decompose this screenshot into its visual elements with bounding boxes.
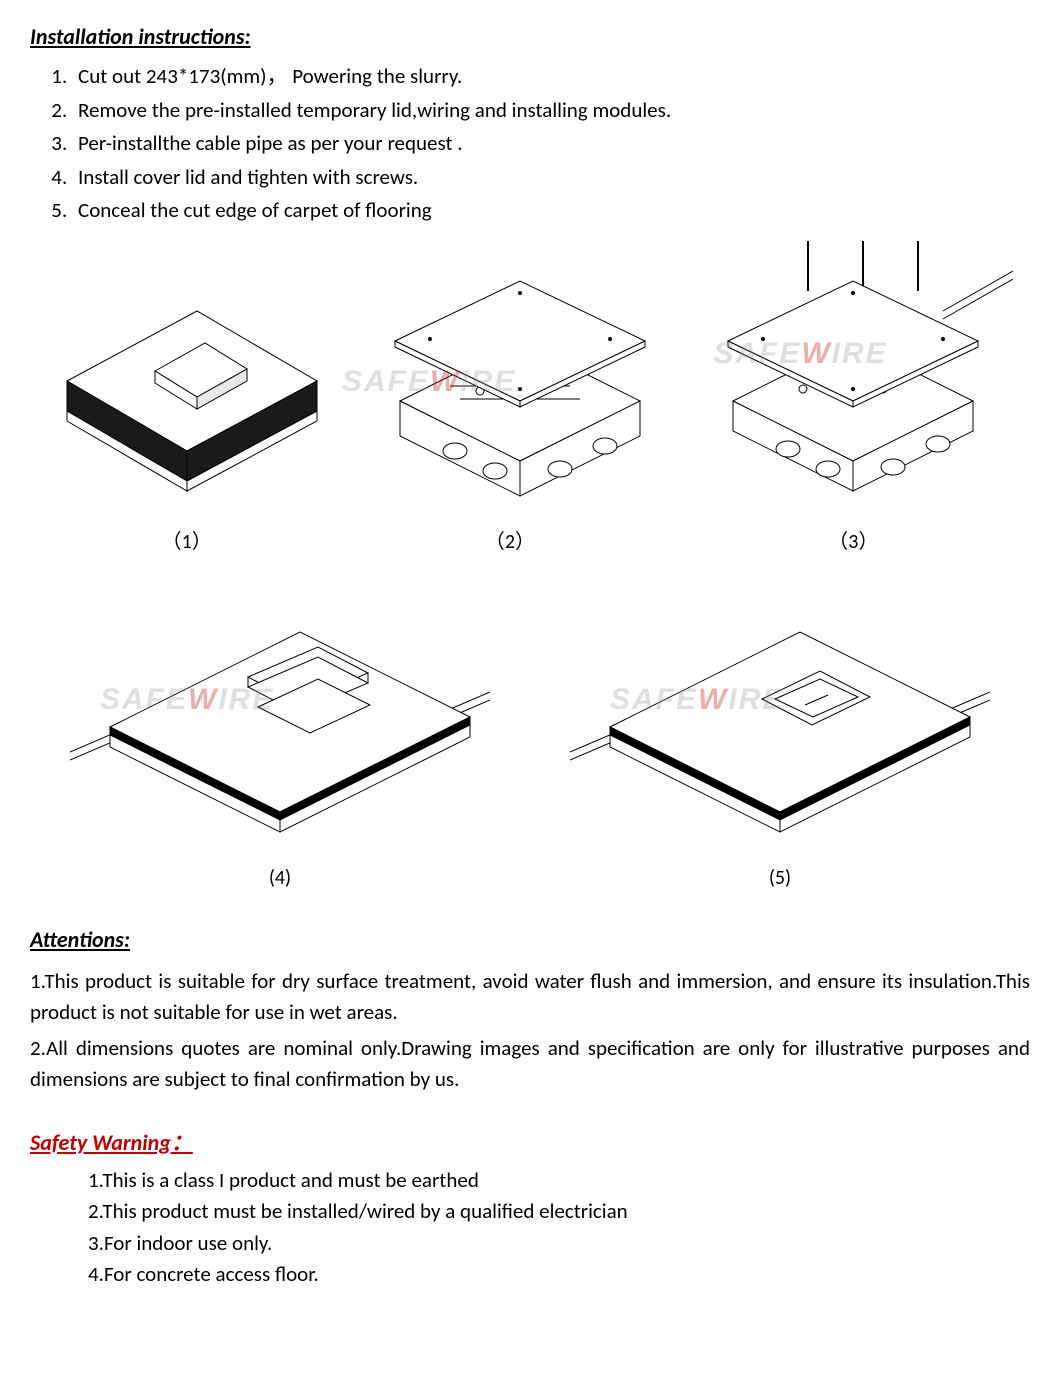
figure-row-1: （1） SAFEWIRE	[30, 241, 1030, 557]
figure-2-label: （2）	[485, 527, 535, 557]
figure-4-label: (4)	[269, 863, 291, 893]
figure-2-svg	[360, 271, 660, 501]
install-step: Cut out 243*173(mm)， Powering the slurry…	[72, 61, 1030, 93]
safety-item: 4.For concrete access floor.	[88, 1259, 1030, 1291]
figure-1: （1）	[47, 281, 327, 557]
figure-1-label: （1）	[162, 527, 212, 557]
safety-list: 1.This is a class I product and must be …	[88, 1165, 1030, 1291]
attentions-heading: Attentions:	[30, 923, 1030, 956]
figure-5-svg	[570, 607, 990, 837]
figure-1-svg	[47, 281, 327, 501]
attention-item: 2.All dimensions quotes are nominal only…	[30, 1033, 1030, 1096]
attentions-list: 1.This product is suitable for dry surfa…	[30, 966, 1030, 1096]
install-step: Install cover lid and tighten with screw…	[72, 162, 1030, 194]
figure-5-label: (5)	[769, 863, 791, 893]
install-step: Per-installthe cable pipe as per your re…	[72, 128, 1030, 160]
figure-4-svg	[70, 607, 490, 837]
installation-heading: Installation instructions:	[30, 20, 1030, 53]
safety-item: 3.For indoor use only.	[88, 1228, 1030, 1260]
install-step: Remove the pre-installed temporary lid,w…	[72, 95, 1030, 127]
figure-2: SAFEWIRE	[360, 271, 660, 557]
figure-4: SAFEWIRE	[70, 607, 490, 893]
safety-heading: Safety Warning：	[30, 1126, 1030, 1159]
install-step: Conceal the cut edge of carpet of floori…	[72, 195, 1030, 227]
figure-5: SAFEWIRE (5)	[570, 607, 990, 893]
figure-3-svg	[693, 241, 1013, 501]
figure-3: SAFEWIRE	[693, 241, 1013, 557]
figure-row-2: SAFEWIRE	[30, 607, 1030, 893]
safety-item: 1.This is a class I product and must be …	[88, 1165, 1030, 1197]
installation-steps-list: Cut out 243*173(mm)， Powering the slurry…	[30, 61, 1030, 227]
attention-item: 1.This product is suitable for dry surfa…	[30, 966, 1030, 1029]
safety-item: 2.This product must be installed/wired b…	[88, 1196, 1030, 1228]
figure-3-label: （3）	[828, 527, 878, 557]
